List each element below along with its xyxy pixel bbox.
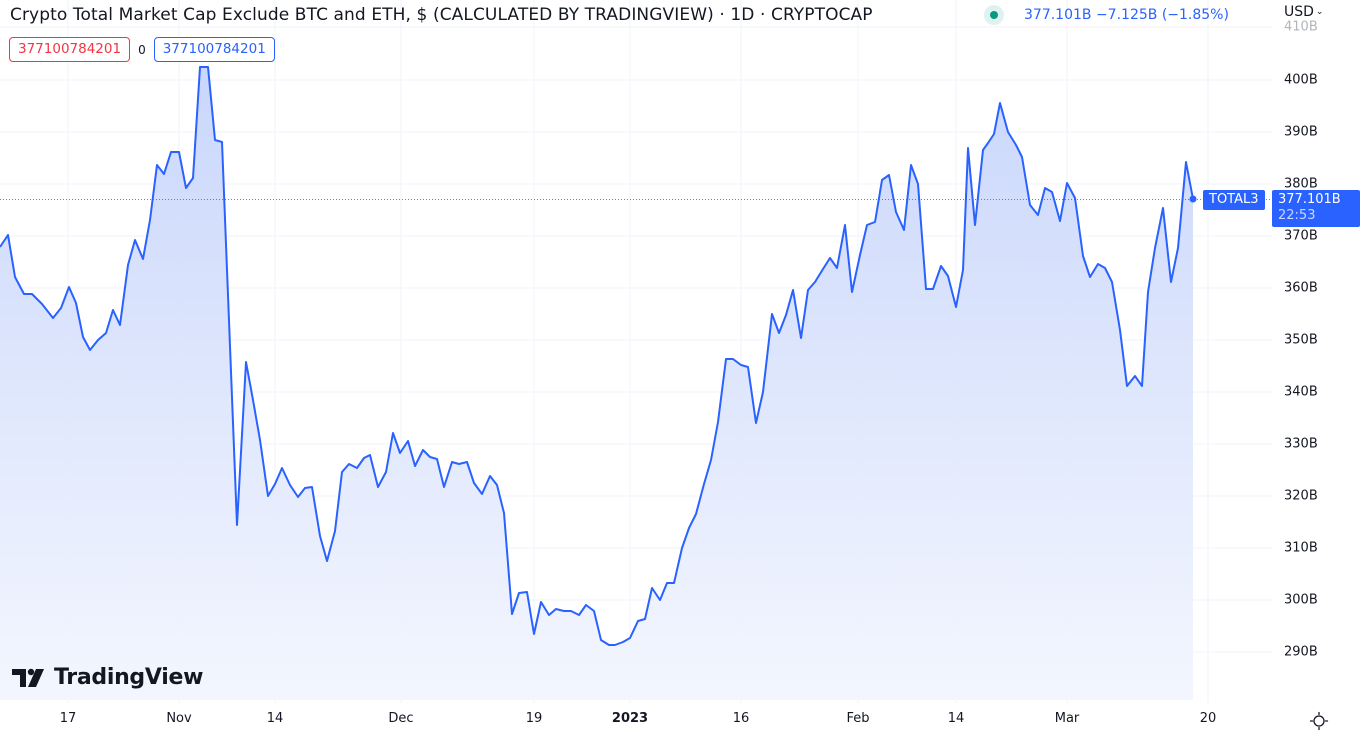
spread-value: 0 (138, 42, 146, 57)
time-axis-label-year: 2023 (611, 711, 649, 726)
price-axis-label: 290B (1284, 644, 1318, 660)
sell-value-box[interactable]: 377100784201 (9, 37, 131, 62)
time-axis-label: 14 (947, 711, 965, 726)
price-line (0, 66, 1194, 646)
price-axis-label: 380B (1284, 176, 1318, 192)
currency-label: USD (1284, 4, 1314, 20)
price-axis-label: 390B (1284, 124, 1318, 140)
time-axis-label: Dec (388, 711, 414, 726)
time-axis-label: 16 (732, 711, 750, 726)
last-price-value: 377.101B (1278, 192, 1341, 207)
price-axis-label: 300B (1284, 592, 1318, 608)
last-price-tag: 377.101B 22:53 (1272, 190, 1360, 227)
ohlc-values-row: 377100784201 0 377100784201 (9, 37, 275, 62)
chevron-down-icon: ⌄ (1315, 7, 1324, 17)
bar-countdown: 22:53 (1278, 208, 1316, 223)
time-axis-label: 14 (266, 711, 284, 726)
last-price-marker (1189, 195, 1197, 203)
price-axis-label: 320B (1284, 488, 1318, 504)
price-axis-label: 350B (1284, 332, 1318, 348)
price-axis-label: 330B (1284, 436, 1318, 452)
time-axis-label: Nov (166, 711, 192, 726)
price-axis-label: 410B (1284, 19, 1318, 35)
time-axis-label: 17 (59, 711, 77, 726)
price-axis-label: 340B (1284, 384, 1318, 400)
time-axis-label: 20 (1199, 711, 1217, 726)
currency-selector[interactable]: USD ⌄ (1284, 4, 1323, 20)
price-axis-label: 370B (1284, 228, 1318, 244)
price-axis-label: 360B (1284, 280, 1318, 296)
chart-title: Crypto Total Market Cap Exclude BTC and … (10, 5, 873, 25)
header-price-change: 377.101B −7.125B (−1.85%) (1024, 7, 1229, 23)
symbol-tag: TOTAL3 (1203, 190, 1265, 210)
price-axis-label: 310B (1284, 540, 1318, 556)
tradingview-logo-icon (12, 668, 44, 687)
time-axis-label: Mar (1054, 711, 1080, 726)
tradingview-logo[interactable]: TradingView (12, 665, 203, 690)
market-status-indicator[interactable] (984, 5, 1004, 25)
sun-settings-icon[interactable] (1309, 711, 1329, 731)
buy-value-box[interactable]: 377100784201 (153, 37, 275, 62)
market-open-dot-icon (990, 11, 998, 19)
time-axis-label: Feb (846, 711, 870, 726)
tradingview-logo-text: TradingView (54, 665, 204, 690)
time-axis-label: 19 (525, 711, 543, 726)
price-axis-label: 400B (1284, 72, 1318, 88)
price-area-fill (0, 67, 1193, 700)
